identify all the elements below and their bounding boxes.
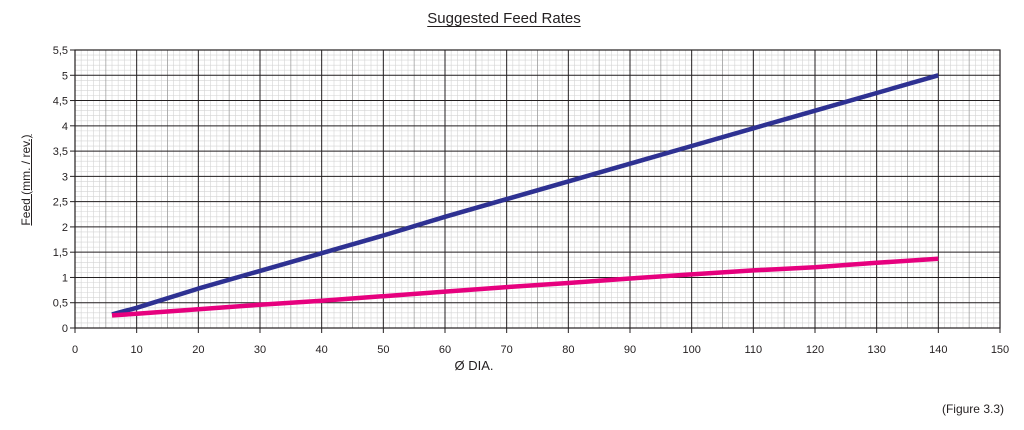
x-tick-label: 60 (439, 344, 451, 356)
chart-title: Suggested Feed Rates (427, 10, 581, 27)
y-tick-label: 0 (62, 323, 68, 335)
x-tick-label: 80 (562, 344, 574, 356)
x-tick-label: 150 (991, 344, 1009, 356)
x-tick-label: 70 (501, 344, 513, 356)
y-tick-label: 0,5 (53, 298, 68, 310)
x-axis-label: Ø DIA. (454, 358, 494, 373)
y-tick-label: 2,5 (53, 197, 68, 209)
figure-caption: (Figure 3.3) (941, 402, 1004, 416)
y-tick-label: 4,5 (53, 96, 68, 108)
y-tick-label: 3,5 (53, 146, 68, 158)
y-tick-label: 4 (62, 121, 68, 133)
y-tick-label: 1,5 (53, 247, 68, 259)
series-line-2 (111, 256, 939, 318)
x-tick-label: 40 (316, 344, 328, 356)
x-tick-label: 140 (929, 344, 947, 356)
x-tick-label: 110 (745, 344, 763, 356)
y-tick-label: 5 (62, 70, 68, 82)
x-tick-label: 0 (72, 344, 78, 356)
x-tick-label: 50 (377, 344, 389, 356)
x-tick-label: 20 (192, 344, 204, 356)
x-tick-label: 30 (254, 344, 266, 356)
y-tick-label: 1 (62, 272, 68, 284)
y-tick-label: 3 (62, 171, 68, 183)
x-tick-label: 130 (867, 344, 885, 356)
y-tick-label: 5,5 (53, 45, 68, 57)
series-line-1 (111, 73, 939, 317)
x-tick-label: 10 (131, 344, 143, 356)
x-tick-label: 100 (682, 344, 700, 356)
y-tick-label: 2 (62, 222, 68, 234)
x-tick-label: 120 (806, 344, 824, 356)
plot-frame (74, 49, 1001, 329)
x-tick-label: 90 (624, 344, 636, 356)
